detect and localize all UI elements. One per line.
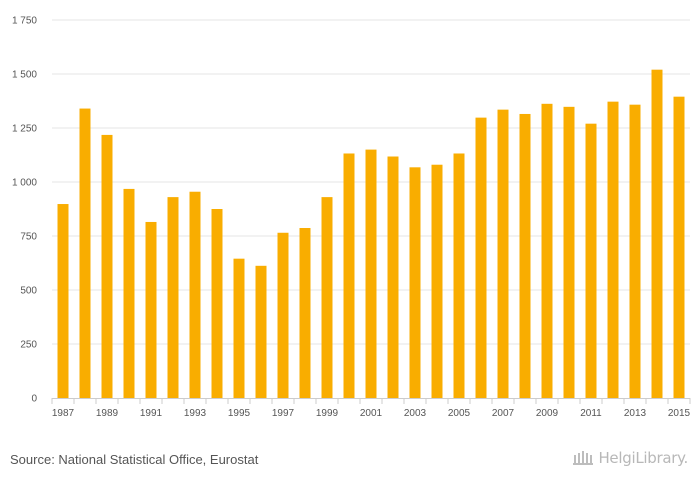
x-tick-label: 2003 xyxy=(404,408,427,419)
bar-1998[interactable] xyxy=(299,228,311,398)
x-tick-label: 1991 xyxy=(140,408,163,419)
bar-2011[interactable] xyxy=(585,123,597,399)
x-tick-label: 1989 xyxy=(96,408,119,419)
bar-1994[interactable] xyxy=(211,209,223,398)
x-tick-label: 1993 xyxy=(184,408,207,419)
bar-2012[interactable] xyxy=(607,101,619,398)
bar-1991[interactable] xyxy=(145,221,157,398)
bar-1999[interactable] xyxy=(321,197,333,398)
bar-1989[interactable] xyxy=(101,134,113,399)
bar-2005[interactable] xyxy=(453,153,465,398)
y-axis-labels: 0 250 500 750 1 000 1 250 1 500 1 750 xyxy=(12,16,37,405)
y-tick-label: 1 250 xyxy=(12,124,37,135)
y-tick-label: 0 xyxy=(31,394,37,405)
bar-2003[interactable] xyxy=(409,167,421,398)
bar-2004[interactable] xyxy=(431,164,443,398)
x-tick-label: 1997 xyxy=(272,408,295,419)
bar-1997[interactable] xyxy=(277,232,289,398)
y-tick-label: 250 xyxy=(20,340,37,351)
bar-1996[interactable] xyxy=(255,265,267,398)
x-tick-label: 2011 xyxy=(580,408,602,419)
y-tick-label: 500 xyxy=(20,286,37,297)
bar-1992[interactable] xyxy=(167,197,179,398)
y-tick-label: 750 xyxy=(20,232,37,243)
brand-logo[interactable]: HelgiLibrary. xyxy=(572,449,688,467)
x-tick-label: 2015 xyxy=(668,408,691,419)
helgi-building-icon xyxy=(573,451,594,465)
bar-2002[interactable] xyxy=(387,156,399,398)
source-note: Source: National Statistical Office, Eur… xyxy=(10,452,259,467)
bar-2013[interactable] xyxy=(629,104,641,398)
x-tick-label: 2005 xyxy=(448,408,471,419)
bar-2000[interactable] xyxy=(343,153,355,398)
brand-name: HelgiLibrary. xyxy=(598,449,688,467)
x-tick-label: 2009 xyxy=(536,408,559,419)
x-tick-label: 1995 xyxy=(228,408,251,419)
bar-2009[interactable] xyxy=(541,103,553,399)
chart-footer: Source: National Statistical Office, Eur… xyxy=(0,440,700,483)
bar-2006[interactable] xyxy=(475,117,487,398)
y-tick-label: 1 000 xyxy=(12,178,37,189)
bar-1995[interactable] xyxy=(233,258,245,398)
bar-1988[interactable] xyxy=(79,108,91,398)
y-tick-label: 1 750 xyxy=(12,16,37,27)
bar-1990[interactable] xyxy=(123,188,135,398)
x-tick-label: 2001 xyxy=(360,408,383,419)
bar-2001[interactable] xyxy=(365,149,377,398)
bar-1993[interactable] xyxy=(189,191,201,398)
x-tick-label: 1987 xyxy=(52,408,75,419)
x-axis: 1987 1989 1991 1993 1995 1997 1999 2001 2003 2005… xyxy=(51,398,691,419)
x-tick-label: 2013 xyxy=(624,408,647,419)
x-tick-label: 1999 xyxy=(316,408,339,419)
bar-2007[interactable] xyxy=(497,109,509,398)
bar-2010[interactable] xyxy=(563,106,575,398)
bars xyxy=(57,69,685,399)
y-tick-label: 1 500 xyxy=(12,70,37,81)
x-tick-label: 2007 xyxy=(492,408,515,419)
bar-2008[interactable] xyxy=(519,113,531,399)
bar-2015[interactable] xyxy=(673,96,685,399)
bar-2014[interactable] xyxy=(651,69,663,399)
bar-1987[interactable] xyxy=(57,204,69,398)
